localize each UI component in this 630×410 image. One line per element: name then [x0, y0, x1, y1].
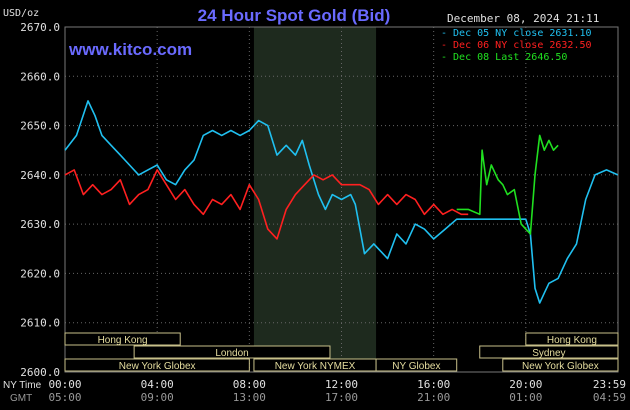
plot-frame	[64, 26, 619, 373]
session-bar	[479, 345, 619, 359]
session-bar	[502, 358, 619, 372]
session-label: London	[215, 348, 248, 359]
session-bar	[64, 358, 250, 372]
ny-time-tick: 00:00	[48, 378, 81, 391]
series-line	[64, 100, 619, 304]
ny-time-tick: 04:00	[141, 378, 174, 391]
watermark: www.kitco.com	[68, 40, 192, 59]
gmt-time-tick: 09:00	[141, 391, 174, 404]
y-tick-label: 2600.0	[20, 366, 60, 379]
y-tick-label: 2650.0	[20, 120, 60, 133]
session-label: Hong Kong	[98, 335, 148, 346]
ny-time-label: NY Time	[3, 380, 42, 391]
price-series	[64, 100, 619, 304]
session-label: Sydney	[532, 348, 565, 359]
gmt-time-tick: 13:00	[233, 391, 266, 404]
gmt-label: GMT	[10, 393, 32, 404]
gmt-time-tick: 04:59	[593, 391, 626, 404]
chart-title: 24 Hour Spot Gold (Bid)	[198, 6, 391, 25]
gmt-time-tick: 01:00	[509, 391, 542, 404]
y-tick-label: 2660.0	[20, 70, 60, 83]
ny-time-tick: 16:00	[417, 378, 450, 391]
ny-time-tick: 08:00	[233, 378, 266, 391]
legend-entry: - Dec 08 Last 2646.50	[441, 52, 567, 63]
y-tick-label: 2670.0	[20, 21, 60, 34]
ny-time-tick: 12:00	[325, 378, 358, 391]
y-axis-ticks: 2670.0 2660.0 2650.0 2640.0 2630.0 2620.0 2610…	[20, 21, 60, 379]
session-label: Hong Kong	[547, 335, 597, 346]
session-bar	[133, 345, 331, 359]
series-line	[456, 134, 559, 235]
market-sessions: Hong Kong Hong Kong London Sydney New York G…	[64, 332, 619, 372]
unit-label: USD/oz	[3, 8, 39, 19]
legend-entry: - Dec 05 NY close 2631.10	[441, 28, 592, 39]
session-label: New York NYMEX	[275, 361, 356, 372]
ny-time-tick: 20:00	[509, 378, 542, 391]
y-tick-label: 2620.0	[20, 267, 60, 280]
series-line	[64, 169, 469, 240]
session-bar	[525, 332, 619, 346]
legend: - Dec 05 NY close 2631.10- Dec 06 NY clo…	[441, 28, 592, 63]
y-tick-label: 2610.0	[20, 317, 60, 330]
ny-time-tick: 23:59	[593, 378, 626, 391]
gmt-time-tick: 21:00	[417, 391, 450, 404]
timestamp: December 08, 2024 21:11	[447, 12, 599, 25]
legend-entry: - Dec 06 NY close 2632.50	[441, 40, 592, 51]
y-tick-label: 2640.0	[20, 169, 60, 182]
session-label: New York Globex	[522, 361, 599, 372]
y-tick-label: 2630.0	[20, 218, 60, 231]
session-bar	[64, 332, 181, 346]
session-label: NY Globex	[392, 361, 440, 372]
session-bar	[375, 358, 458, 372]
gmt-time-tick: 17:00	[325, 391, 358, 404]
session-label: New York Globex	[119, 361, 196, 372]
nymex-session-shade	[253, 27, 377, 372]
gmt-time-tick: 05:00	[48, 391, 81, 404]
